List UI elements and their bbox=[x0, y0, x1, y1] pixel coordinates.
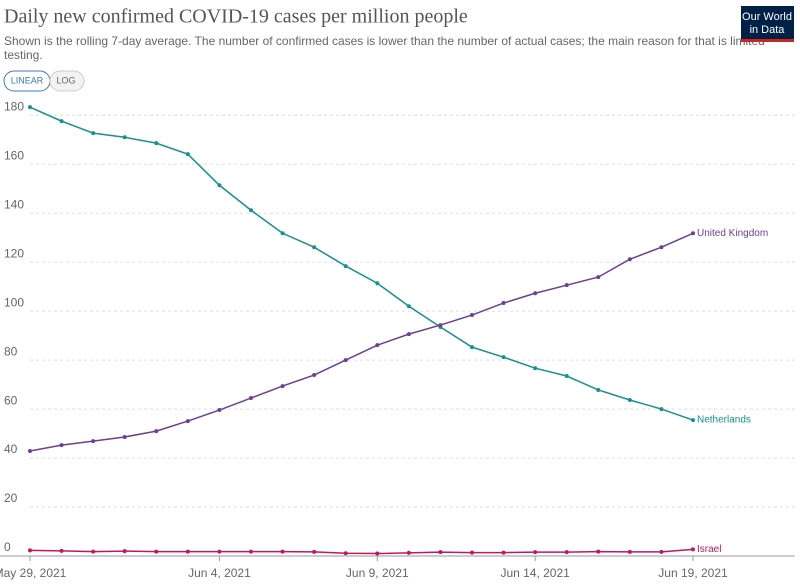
data-point bbox=[375, 281, 380, 286]
x-tick-label: Jun 9, 2021 bbox=[346, 566, 409, 580]
y-tick-label: 100 bbox=[4, 295, 24, 309]
data-point bbox=[375, 343, 380, 348]
x-tick-label: Jun 14, 2021 bbox=[500, 566, 570, 580]
data-point bbox=[691, 547, 695, 552]
logo-bar bbox=[741, 39, 794, 42]
data-point bbox=[470, 345, 474, 350]
data-point bbox=[438, 550, 443, 555]
series-line bbox=[29, 106, 694, 421]
data-point bbox=[217, 408, 222, 413]
data-point bbox=[406, 304, 411, 309]
data-point bbox=[59, 548, 64, 553]
data-point bbox=[249, 208, 253, 213]
data-point bbox=[249, 549, 253, 554]
data-point bbox=[533, 291, 538, 296]
data-point bbox=[217, 549, 222, 554]
logo[interactable] bbox=[741, 6, 794, 42]
data-point bbox=[154, 141, 159, 146]
data-point bbox=[533, 366, 538, 371]
data-point bbox=[659, 407, 664, 412]
data-point bbox=[312, 549, 317, 554]
series-line bbox=[29, 232, 694, 452]
data-point bbox=[312, 245, 317, 250]
data-point bbox=[185, 152, 190, 157]
data-point bbox=[438, 323, 443, 328]
y-tick-label: 180 bbox=[4, 99, 24, 113]
subtitle: testing. bbox=[4, 48, 43, 62]
data-point bbox=[375, 551, 380, 556]
y-tick-label: 40 bbox=[4, 442, 18, 456]
data-point bbox=[406, 332, 411, 337]
data-point bbox=[343, 264, 348, 269]
data-point bbox=[122, 135, 127, 140]
data-point bbox=[91, 439, 96, 444]
data-point bbox=[470, 550, 474, 555]
logo-text: in Data bbox=[750, 24, 786, 36]
y-tick-label: 60 bbox=[4, 393, 18, 407]
data-point bbox=[406, 550, 411, 555]
log-button[interactable] bbox=[49, 70, 85, 92]
data-point bbox=[564, 283, 569, 288]
data-point bbox=[627, 549, 632, 554]
data-point bbox=[470, 313, 474, 318]
data-point bbox=[596, 549, 601, 554]
data-point bbox=[596, 387, 601, 392]
series-line bbox=[29, 548, 694, 555]
data-point bbox=[217, 183, 222, 188]
data-point bbox=[627, 257, 632, 262]
data-point bbox=[280, 231, 285, 236]
data-point bbox=[596, 275, 601, 280]
x-tick-label: Jun 4, 2021 bbox=[188, 566, 251, 580]
data-point bbox=[280, 384, 285, 389]
data-point bbox=[59, 119, 64, 124]
data-point bbox=[343, 551, 348, 556]
subtitle: Shown is the rolling 7-day average. The … bbox=[4, 34, 765, 48]
data-point bbox=[91, 131, 96, 136]
data-point bbox=[659, 549, 664, 554]
data-point bbox=[249, 396, 253, 401]
series-label: Netherlands bbox=[697, 415, 751, 426]
y-tick-label: 140 bbox=[4, 197, 24, 211]
data-point bbox=[533, 550, 538, 555]
series-label: United Kingdom bbox=[697, 228, 768, 239]
data-point bbox=[659, 245, 664, 250]
data-point bbox=[501, 301, 506, 306]
y-tick-label: 0 bbox=[4, 540, 11, 554]
data-point bbox=[185, 549, 190, 554]
data-point bbox=[154, 549, 159, 554]
logo-text: Our World bbox=[742, 11, 792, 23]
y-tick-label: 120 bbox=[4, 246, 24, 260]
data-point bbox=[501, 355, 506, 360]
data-point bbox=[280, 549, 285, 554]
data-point bbox=[312, 373, 317, 378]
chart-title: Daily new confirmed COVID-19 cases per m… bbox=[4, 6, 468, 28]
data-point bbox=[691, 418, 695, 423]
data-point bbox=[122, 549, 127, 554]
data-point bbox=[28, 448, 32, 453]
y-tick-label: 80 bbox=[4, 344, 18, 358]
data-point bbox=[91, 549, 96, 554]
x-tick-label: May 29, 2021 bbox=[0, 566, 67, 580]
data-point bbox=[564, 374, 569, 379]
data-point bbox=[122, 434, 127, 439]
log-button-text: LOG bbox=[56, 75, 75, 85]
data-point bbox=[154, 429, 159, 434]
x-tick-label: Jun 19, 2021 bbox=[658, 566, 728, 580]
data-point bbox=[28, 548, 32, 553]
data-point bbox=[627, 398, 632, 403]
data-point bbox=[501, 550, 506, 555]
data-point bbox=[564, 550, 569, 555]
y-tick-label: 160 bbox=[4, 148, 24, 162]
data-point bbox=[28, 105, 32, 110]
series-label: Israel bbox=[697, 544, 721, 555]
data-point bbox=[343, 358, 348, 363]
data-point bbox=[59, 443, 64, 448]
y-tick-label: 20 bbox=[4, 491, 18, 505]
linear-button-text: LINEAR bbox=[11, 75, 44, 85]
data-point bbox=[185, 419, 190, 424]
data-point bbox=[691, 231, 695, 236]
